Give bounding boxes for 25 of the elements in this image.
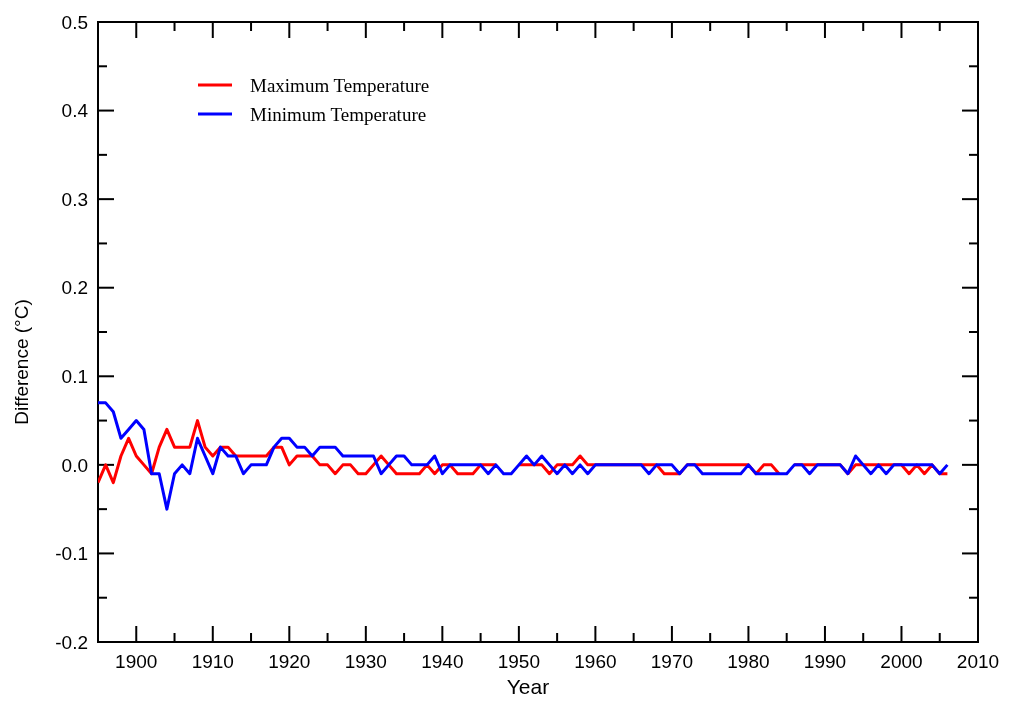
legend-label: Minimum Temperature (250, 103, 427, 125)
x-tick-label: 1930 (344, 651, 387, 672)
x-tick-label: 2000 (880, 651, 923, 672)
x-tick-label: 1970 (650, 651, 694, 672)
line-series (98, 401, 949, 511)
y-tick-label: 0.0 (61, 454, 88, 476)
y-tick-label: 0.5 (61, 11, 88, 33)
y-tick-label: -0.1 (55, 543, 88, 565)
x-tick-label: 1960 (574, 651, 617, 672)
y-axis-title: Difference (°C) (11, 299, 32, 425)
x-axis-title: Year (506, 675, 550, 698)
x-tick-label: 1950 (497, 651, 541, 672)
x-tick-label: 1910 (191, 651, 234, 672)
y-tick-label: 0.3 (61, 188, 88, 210)
x-tick-label: 1900 (115, 651, 158, 672)
y-tick-label: 0.1 (61, 365, 88, 387)
x-tick-label: 1920 (268, 651, 311, 672)
x-tick-label: 1990 (803, 651, 847, 672)
y-tick-label: -0.2 (55, 631, 88, 653)
y-tick-label: 0.4 (61, 100, 89, 122)
x-tick-label: 1940 (421, 651, 464, 672)
legend-label: Maximum Temperature (250, 74, 430, 96)
x-tick-label: 1980 (727, 651, 770, 672)
x-tick-label: 2010 (956, 651, 1000, 672)
y-tick-label: 0.2 (61, 277, 88, 299)
